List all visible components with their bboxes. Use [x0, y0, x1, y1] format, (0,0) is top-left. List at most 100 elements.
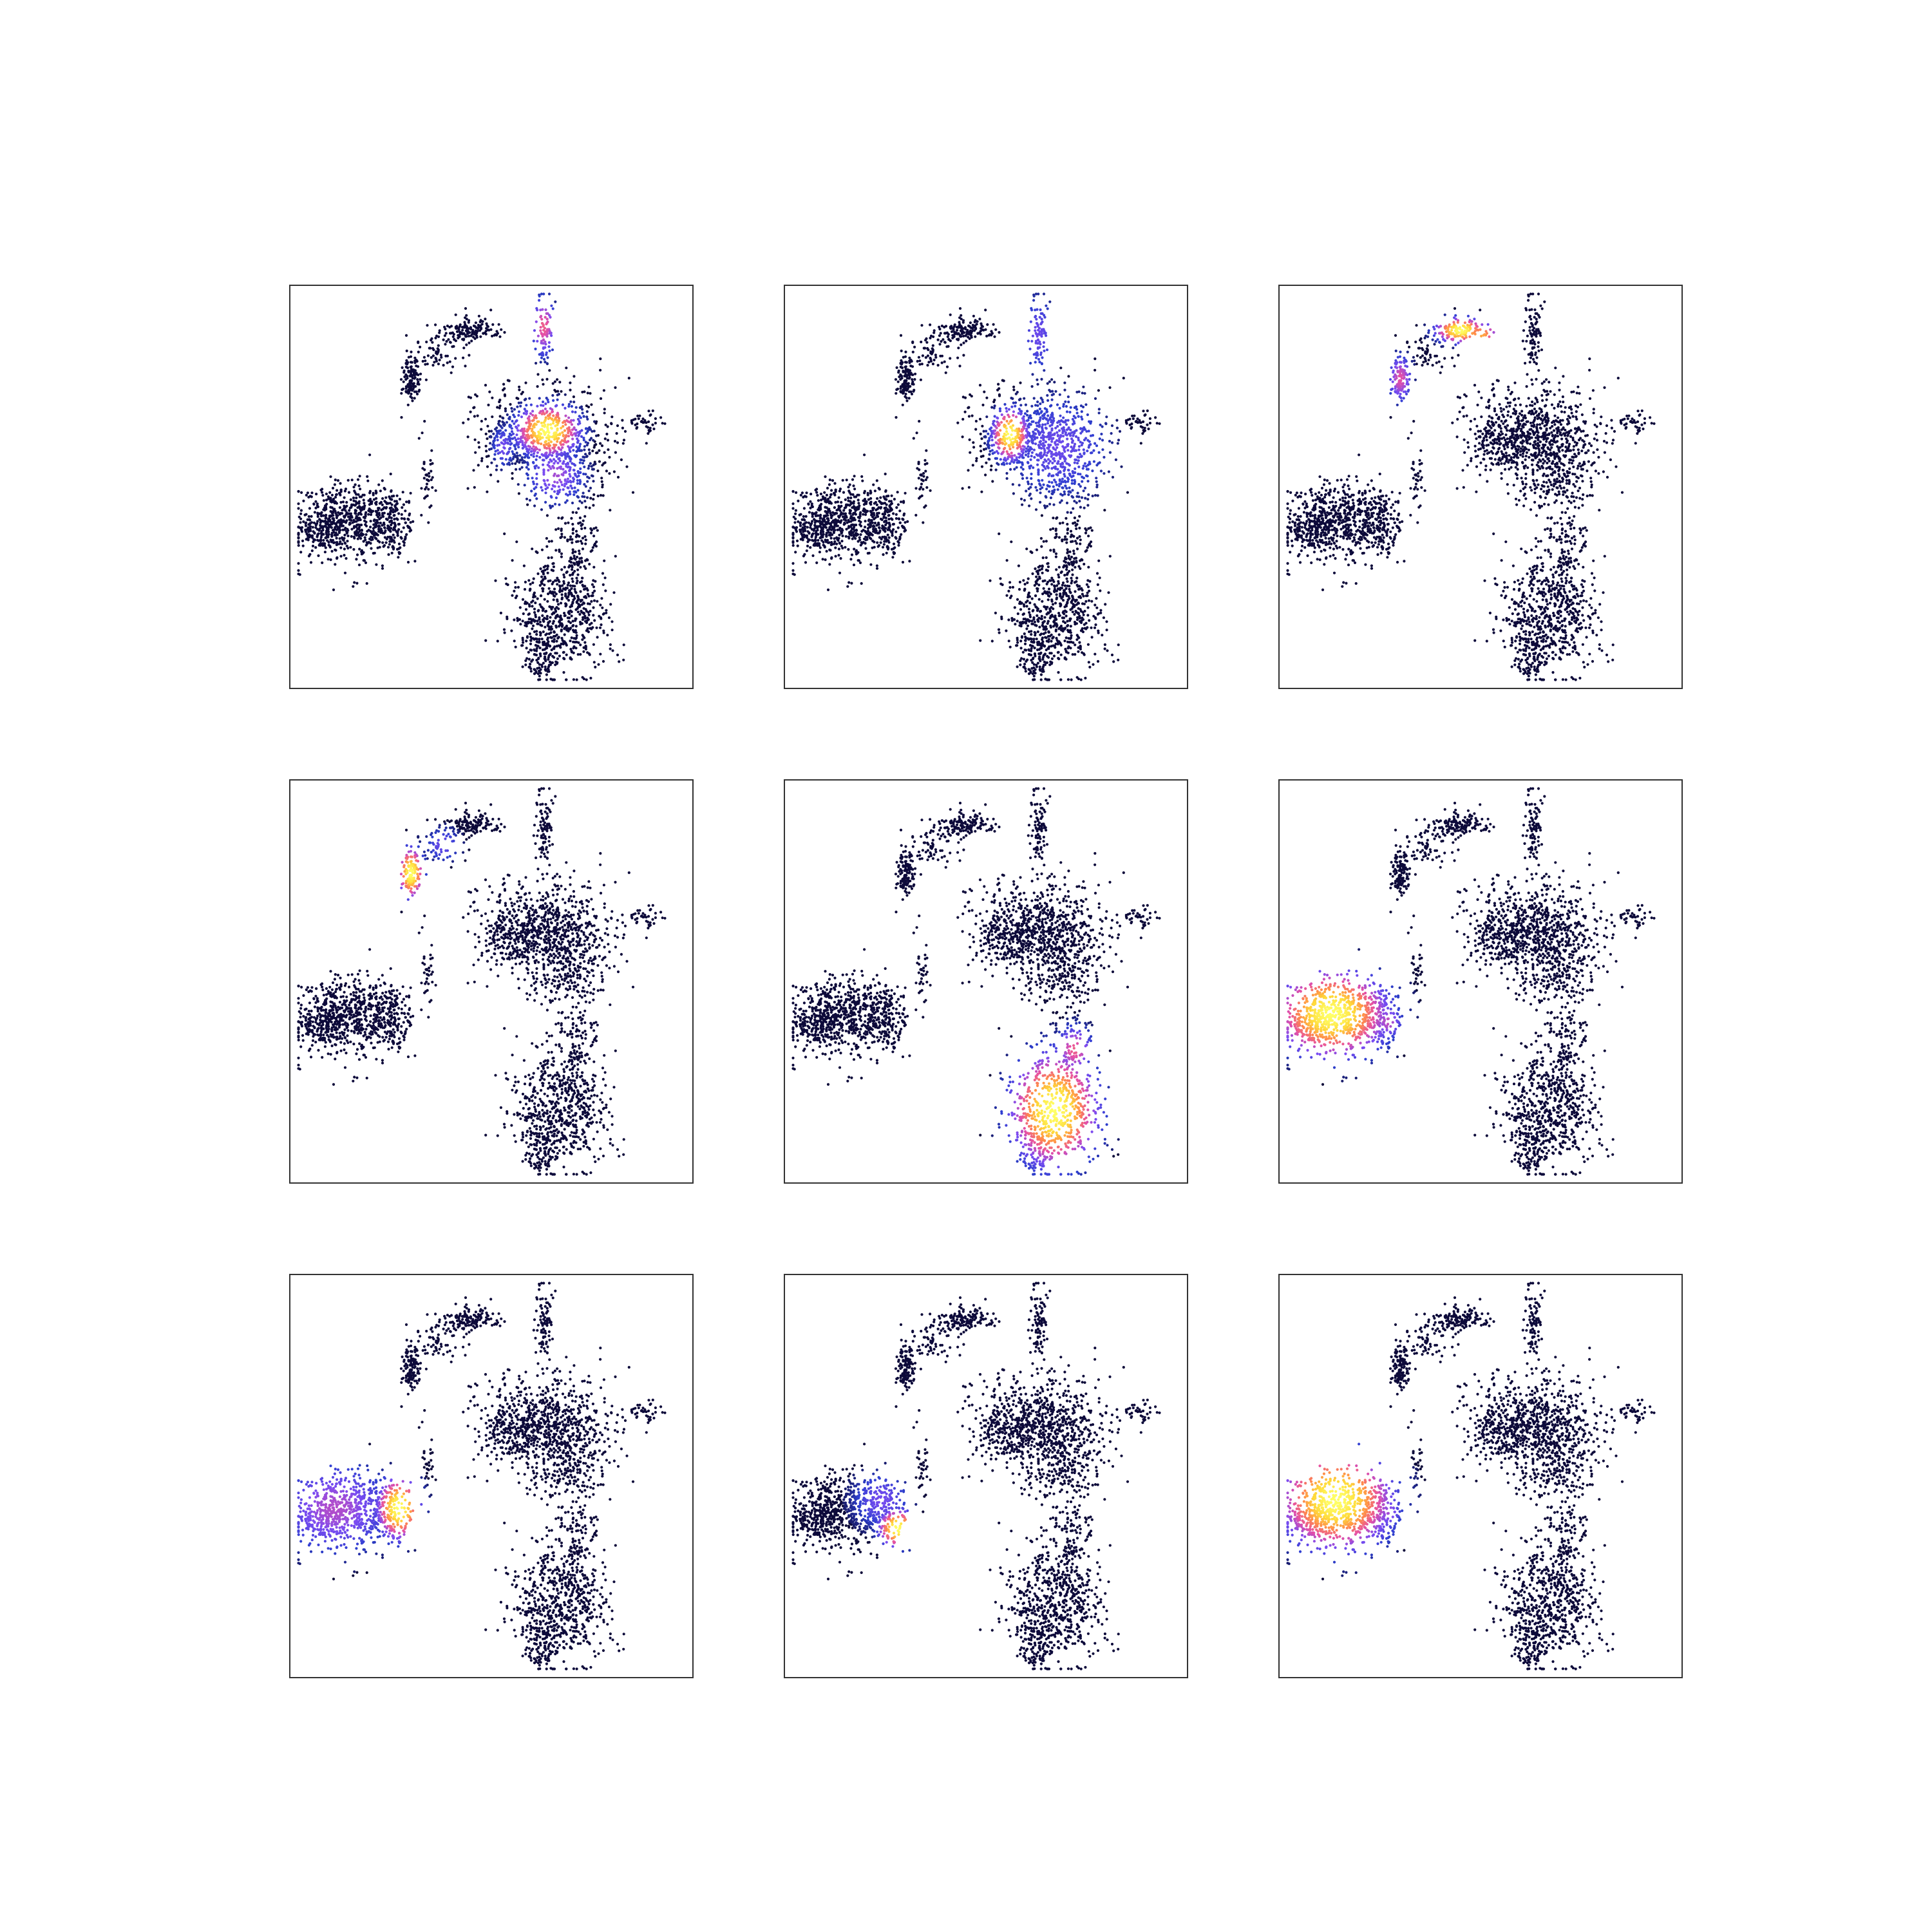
cell-point — [1037, 616, 1041, 620]
cell-point — [540, 508, 544, 511]
cell-point — [396, 534, 399, 537]
cell-point — [1063, 656, 1066, 659]
cell-point — [562, 573, 565, 576]
cell-point — [567, 404, 571, 408]
cell-point — [938, 334, 941, 337]
cell-point — [498, 432, 501, 435]
cell-point — [860, 475, 864, 478]
cell-point — [553, 431, 556, 435]
cell-point — [884, 472, 887, 476]
cell-point — [384, 541, 388, 544]
cell-point — [564, 614, 567, 617]
cell-point — [1023, 663, 1027, 666]
cell-point — [857, 498, 860, 502]
cell-point — [429, 346, 432, 350]
cell-point — [346, 478, 350, 482]
cell-point — [535, 455, 538, 458]
cell-point — [855, 549, 858, 552]
cell-point — [372, 523, 375, 526]
cell-point — [875, 564, 878, 567]
cell-point — [914, 372, 917, 375]
cell-point — [1079, 678, 1083, 681]
cell-point — [472, 469, 475, 472]
cell-point — [526, 463, 529, 466]
cell-point — [591, 549, 594, 552]
cell-point — [335, 536, 338, 540]
cell-point — [834, 546, 837, 549]
umap-panel-row1-col1 — [289, 285, 694, 689]
cell-point — [1086, 606, 1090, 609]
cell-point — [893, 498, 896, 501]
cell-point — [365, 582, 368, 585]
cell-point — [808, 511, 811, 514]
cell-point — [596, 636, 599, 639]
cell-point — [552, 458, 556, 461]
cell-point — [503, 394, 507, 397]
cell-point — [1066, 624, 1070, 627]
cell-point — [529, 663, 532, 666]
cell-point — [572, 468, 575, 471]
cell-point — [1048, 645, 1051, 649]
cell-point — [403, 517, 406, 521]
cell-point — [581, 583, 584, 587]
cell-point — [438, 331, 441, 334]
cell-point — [532, 480, 535, 484]
cell-point — [551, 488, 554, 491]
cell-point — [529, 670, 533, 673]
cell-point — [533, 504, 536, 507]
cell-point — [338, 526, 341, 529]
cell-point — [893, 551, 896, 554]
cell-point — [502, 388, 505, 392]
cell-point — [1039, 609, 1043, 613]
cell-point — [908, 560, 911, 563]
cell-point — [540, 638, 544, 641]
cell-point — [595, 626, 598, 629]
cell-point — [1068, 597, 1071, 600]
cell-point — [540, 442, 543, 446]
cell-point — [523, 398, 526, 401]
cell-point — [1092, 614, 1095, 618]
cell-point — [895, 416, 898, 419]
cell-point — [330, 493, 334, 497]
cell-point — [330, 549, 334, 553]
cell-point — [560, 593, 564, 596]
cell-point — [584, 506, 587, 509]
cell-point — [533, 431, 536, 435]
cell-point — [549, 590, 552, 593]
cell-point — [544, 491, 547, 495]
cell-point — [1070, 594, 1074, 598]
cell-point — [1066, 620, 1069, 623]
cell-point — [563, 429, 567, 432]
cell-point — [410, 350, 413, 354]
cell-point — [450, 325, 453, 328]
cell-point — [795, 539, 799, 542]
cell-point — [1095, 606, 1099, 609]
cell-point — [872, 507, 875, 510]
cell-point — [536, 439, 540, 442]
cell-point — [1047, 678, 1051, 681]
cell-point — [473, 332, 476, 336]
cell-point — [352, 548, 355, 551]
cell-point — [884, 509, 887, 512]
cell-point — [478, 446, 481, 449]
cell-point — [365, 511, 368, 514]
cell-point — [1043, 644, 1046, 648]
cell-point — [344, 509, 347, 512]
cell-point — [924, 356, 927, 359]
cell-point — [377, 483, 381, 486]
cell-point — [497, 323, 500, 326]
cell-point — [599, 494, 603, 497]
cell-point — [410, 392, 413, 395]
cell-point — [513, 618, 516, 621]
cell-point — [823, 518, 826, 522]
cell-point — [1081, 592, 1084, 596]
cell-point — [500, 328, 503, 331]
cell-point — [343, 533, 346, 536]
cell-point — [376, 521, 379, 524]
cell-point — [402, 380, 405, 383]
cell-point — [469, 334, 473, 337]
cell-point — [381, 564, 384, 567]
cell-point — [427, 521, 430, 524]
cell-point — [545, 673, 548, 676]
cell-point — [312, 521, 316, 524]
